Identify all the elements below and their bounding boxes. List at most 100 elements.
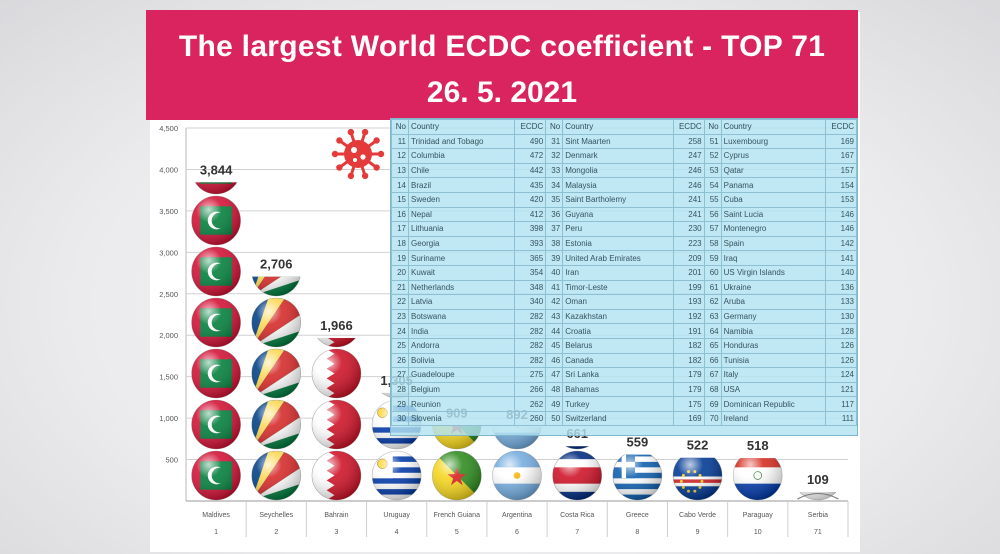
row-ecdc: 282 xyxy=(514,352,547,369)
bar-paraguay xyxy=(732,458,783,501)
rank-label: 2 xyxy=(274,529,278,536)
row-country: Trinidad and Tobago xyxy=(407,133,516,150)
bar-costa-rica xyxy=(552,446,602,501)
table-row: 18 Georgia 393 38 Estonia 223 58 Spain 142 xyxy=(391,235,857,252)
row-country: Panama xyxy=(720,177,827,193)
rank-label: 7 xyxy=(575,529,579,536)
row-ecdc: 412 xyxy=(514,206,547,223)
row-country: Bahamas xyxy=(562,381,674,398)
row-rank: 24 xyxy=(391,323,409,339)
table-row: 19 Suriname 365 39 United Arab Emirates 209 59… xyxy=(391,250,857,266)
row-country: Aruba xyxy=(720,294,827,310)
row-rank: 18 xyxy=(391,235,409,252)
chart-title: The largest World ECDC coefficient - TOP… xyxy=(178,30,826,63)
row-rank: 68 xyxy=(703,381,722,398)
row-country: Nepal xyxy=(407,206,516,223)
chart-date: 26. 5. 2021 xyxy=(426,76,578,109)
row-rank: 61 xyxy=(703,279,722,296)
row-ecdc: 442 xyxy=(514,162,547,179)
value-label: 3,844 xyxy=(200,162,233,177)
row-country: USA xyxy=(720,381,827,398)
row-rank: 41 xyxy=(545,279,564,296)
row-rank: 15 xyxy=(391,191,409,208)
row-country: Sweden xyxy=(407,191,516,208)
bar-serbia xyxy=(793,491,843,501)
row-country: Turkey xyxy=(562,396,674,412)
table-row: 21 Netherlands 348 41 Timor-Leste 199 61 Ukrain… xyxy=(391,279,857,296)
rank-label: 5 xyxy=(455,529,459,536)
row-ecdc: 193 xyxy=(672,294,705,310)
row-ecdc: 420 xyxy=(514,191,547,208)
row-rank: 13 xyxy=(391,162,409,179)
row-country: Botswana xyxy=(407,308,516,325)
row-rank: 56 xyxy=(703,206,722,223)
row-rank: 26 xyxy=(391,352,409,369)
table-row: 16 Nepal 412 36 Guyana 241 56 Saint Lucia 146 xyxy=(391,206,857,223)
row-country: Andorra xyxy=(407,337,516,354)
row-rank: 60 xyxy=(703,264,722,281)
row-rank: 67 xyxy=(703,367,722,383)
table-row: 13 Chile 442 33 Mongolia 246 53 Qatar 157 xyxy=(391,162,857,179)
row-ecdc: 142 xyxy=(825,235,857,252)
row-rank: 19 xyxy=(391,250,409,266)
row-rank: 33 xyxy=(545,162,564,179)
row-ecdc: 282 xyxy=(514,308,547,325)
virus-icon xyxy=(331,128,385,180)
row-ecdc: 179 xyxy=(672,367,705,383)
row-country: Cuba xyxy=(720,191,827,208)
row-rank: 53 xyxy=(703,162,722,179)
value-label: 518 xyxy=(747,438,769,453)
value-label: 1,966 xyxy=(320,318,353,333)
row-rank: 44 xyxy=(545,323,564,339)
x-tick-label: Greece xyxy=(626,512,649,519)
row-country: Luxembourg xyxy=(720,133,827,150)
x-tick-label: French Guiana xyxy=(434,512,480,519)
row-ecdc: 154 xyxy=(825,177,857,193)
row-country: Iraq xyxy=(720,250,827,266)
row-rank: 37 xyxy=(545,221,564,237)
row-ecdc: 141 xyxy=(825,250,857,266)
row-rank: 12 xyxy=(391,148,409,164)
row-country: Mongolia xyxy=(562,162,674,179)
row-country: Sri Lanka xyxy=(562,367,674,383)
row-ecdc: 260 xyxy=(514,410,547,427)
x-tick-label: Uruguay xyxy=(383,512,410,519)
x-tick-label: Cabo Verde xyxy=(679,512,716,519)
row-ecdc: 246 xyxy=(672,162,705,179)
rank-label: 10 xyxy=(754,529,762,536)
x-tick-label: Paraguay xyxy=(743,512,773,519)
x-tick-label: Serbia xyxy=(808,512,828,519)
row-ecdc: 124 xyxy=(825,367,857,383)
rank-label: 1 xyxy=(214,529,218,536)
row-country: Guadeloupe xyxy=(407,367,516,383)
row-country: Estonia xyxy=(562,235,674,252)
row-rank: 51 xyxy=(703,133,722,150)
row-ecdc: 192 xyxy=(672,308,705,325)
row-rank: 52 xyxy=(703,148,722,164)
row-ecdc: 133 xyxy=(825,294,857,310)
table-row: 23 Botswana 282 43 Kazakhstan 192 63 Germany 130 xyxy=(391,308,857,325)
row-country: Qatar xyxy=(720,162,827,179)
row-country: Switzerland xyxy=(562,410,674,427)
row-country: US Virgin Islands xyxy=(720,264,827,281)
row-ecdc: 146 xyxy=(825,206,857,223)
header-ecdc: ECDC xyxy=(672,119,705,135)
row-rank: 42 xyxy=(545,294,564,310)
x-tick-label: Costa Rica xyxy=(560,512,594,519)
row-rank: 39 xyxy=(545,250,564,266)
row-ecdc: 126 xyxy=(825,352,857,369)
row-rank: 11 xyxy=(391,133,409,150)
header-no: No xyxy=(703,119,722,135)
row-ecdc: 490 xyxy=(514,133,547,150)
value-label: 2,706 xyxy=(260,257,293,272)
row-rank: 50 xyxy=(545,410,564,427)
table-row: 26 Bolivia 282 46 Canada 182 66 Tunisia 126 xyxy=(391,352,857,369)
row-country: Croatia xyxy=(562,323,674,339)
row-rank: 40 xyxy=(545,264,564,281)
row-country: Montenegro xyxy=(720,221,827,237)
header-country: Country xyxy=(407,119,516,135)
row-rank: 62 xyxy=(703,294,722,310)
header-country: Country xyxy=(720,119,827,135)
row-ecdc: 182 xyxy=(672,352,705,369)
y-tick-label: 4,500 xyxy=(159,124,178,133)
